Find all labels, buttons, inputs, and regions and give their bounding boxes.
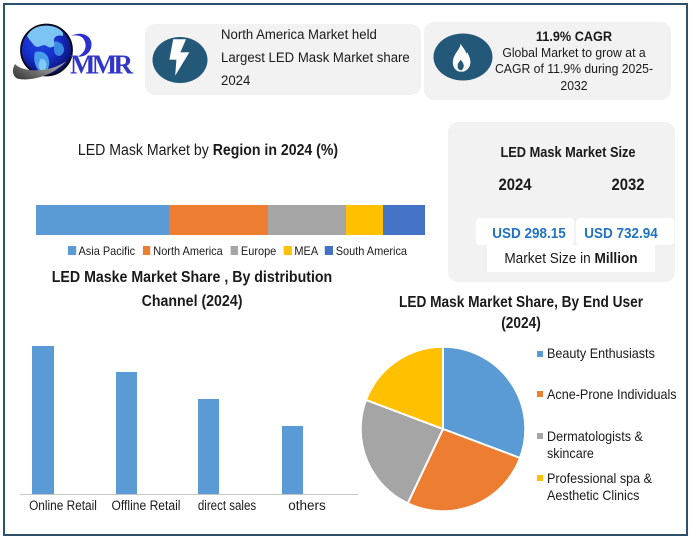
svg-text:MMR: MMR [70,50,134,80]
